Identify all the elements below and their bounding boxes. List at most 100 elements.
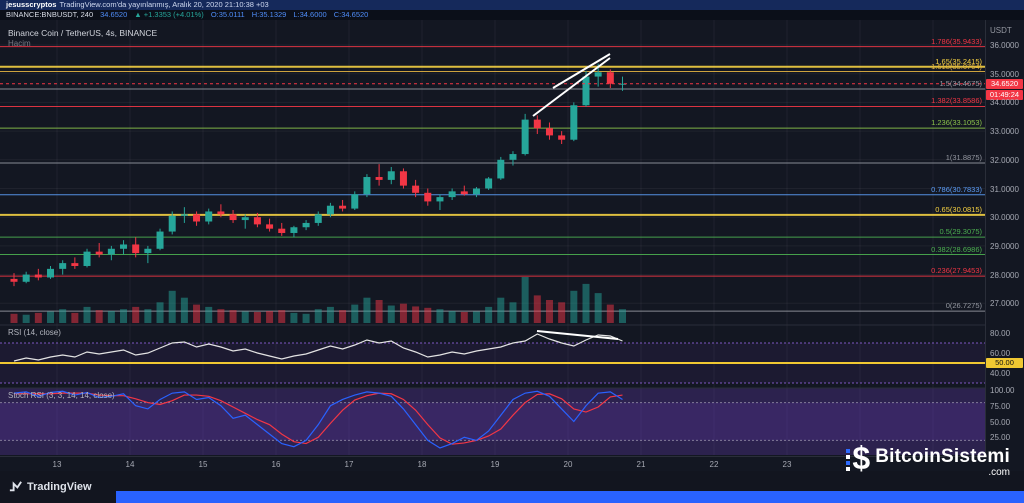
candle-body [545,128,553,136]
volume-bar [436,309,444,323]
stoch-axis-label: 50.00 [990,417,1011,427]
footer-blue-strip [116,491,1024,503]
volume-bar [533,295,541,323]
candle-body [278,228,286,233]
volume-bar [10,313,18,323]
rsi-trend-line [536,330,619,340]
volume-bar [34,312,42,323]
candle-body [241,217,249,221]
volume-bar [217,309,225,323]
volume-bar [229,310,237,323]
candle-body [521,119,529,155]
price-axis-label: 35.0000 [990,69,1019,79]
volume-bar [351,304,359,323]
candle-body [412,185,420,193]
candle-body [120,244,128,249]
brand-suffix: .com [988,467,1010,478]
candle-body [217,211,225,215]
rsi-mid-badge: 50.00 [986,358,1023,368]
volume-bar [156,302,164,323]
candle-body [302,222,310,228]
fib-level-label: 1.786(35.9433) [931,36,982,46]
fib-level-label: 0.382(28.6986) [931,244,982,254]
price-axis-label: 27.0000 [990,299,1019,309]
volume-bar [193,304,201,323]
volume-bar [180,297,188,323]
candle-body [193,214,201,222]
symbol-info-part: ▲ +1.3353 (+4.01%) [134,10,204,19]
fib-level-label: 0.236(27.9453) [931,266,982,276]
candle-body [351,194,359,209]
rsi-line [13,333,623,362]
time-axis[interactable]: 13 14 15 16 17 18 19 20 21 22 23 [0,456,985,472]
volume-bar [205,306,213,323]
publish-bar: jesusscryptos TradingView.com'da yayınlan… [0,0,1024,10]
candle-body [266,224,274,229]
time-axis-label: 22 [709,460,719,469]
volume-bar [120,309,128,323]
price-trend-line [552,53,611,89]
candle-body [558,135,566,140]
time-axis-label: 13 [52,460,62,469]
candle-body [180,214,188,216]
volume-bar [606,304,614,323]
time-axis-label: 14 [125,460,135,469]
volume-bar [22,314,30,323]
candle-body [314,214,322,223]
candle-body [460,191,468,195]
candle-body [594,72,602,77]
volume-bar [558,302,566,323]
volume-bar [241,311,249,323]
volume-bar [448,311,456,323]
candle-body [22,274,30,282]
volume-bar [363,297,371,323]
fib-level-label: 0(26.7275) [945,301,982,311]
logo-pixel-squares [846,449,851,471]
candle-body [363,177,371,195]
volume-bar [95,310,103,323]
volume-bar [278,310,286,323]
volume-bar [375,300,383,323]
candle-body [570,105,578,140]
candle-body [387,171,395,180]
volume-bar [570,290,578,323]
volume-bar [168,290,176,323]
bar-countdown-badge: 01:49:24 [986,89,1023,100]
publish-info-text: TradingView.com'da yayınlanmış, Aralık 2… [59,0,269,9]
tradingview-logo[interactable]: TradingView [8,479,92,494]
candle-body [497,159,505,179]
volume-bar [290,312,298,323]
candle-body [205,211,213,222]
time-axis-label: 17 [344,460,354,469]
volume-bar [424,307,432,323]
volume-bar [509,302,517,323]
price-axis-unit: USDT [990,26,1012,35]
chart-canvas[interactable] [0,20,985,456]
volume-bar [399,303,407,323]
volume-bar [144,309,152,323]
candle-body [144,248,152,254]
symbol-info-part: O:35.0111 [210,10,245,19]
footer-bar: TradingView [0,471,1024,503]
fib-level-label: 1.382(33.8586) [931,96,982,106]
candle-body [399,171,407,186]
fib-level-label: 1(31.8875) [945,153,982,163]
symbol-info-part: 34.6520 [100,10,128,19]
bitcoinsistemi-logo[interactable]: $ BitcoinSistemi .com [846,441,1010,479]
candle-body [582,76,590,106]
time-axis-label: 18 [417,460,427,469]
candle-body [619,83,626,85]
rsi-axis-label: 60.00 [990,349,1011,358]
volume-bar [594,293,602,323]
price-axis-label: 36.0000 [990,41,1019,50]
volume-layer [10,277,626,323]
fib-level-label: 0.65(30.0815) [935,204,982,214]
candle-body [509,154,517,160]
volume-bar [582,283,590,323]
time-axis-label: 16 [271,460,281,469]
symbol-ohlc-bar: BINANCE:BNBUSDT, 240 34.6520 ▲ +1.3353 (+4… [0,10,1024,20]
volume-bar [47,311,55,323]
volume-bar [326,306,334,323]
volume-bar [545,300,553,323]
